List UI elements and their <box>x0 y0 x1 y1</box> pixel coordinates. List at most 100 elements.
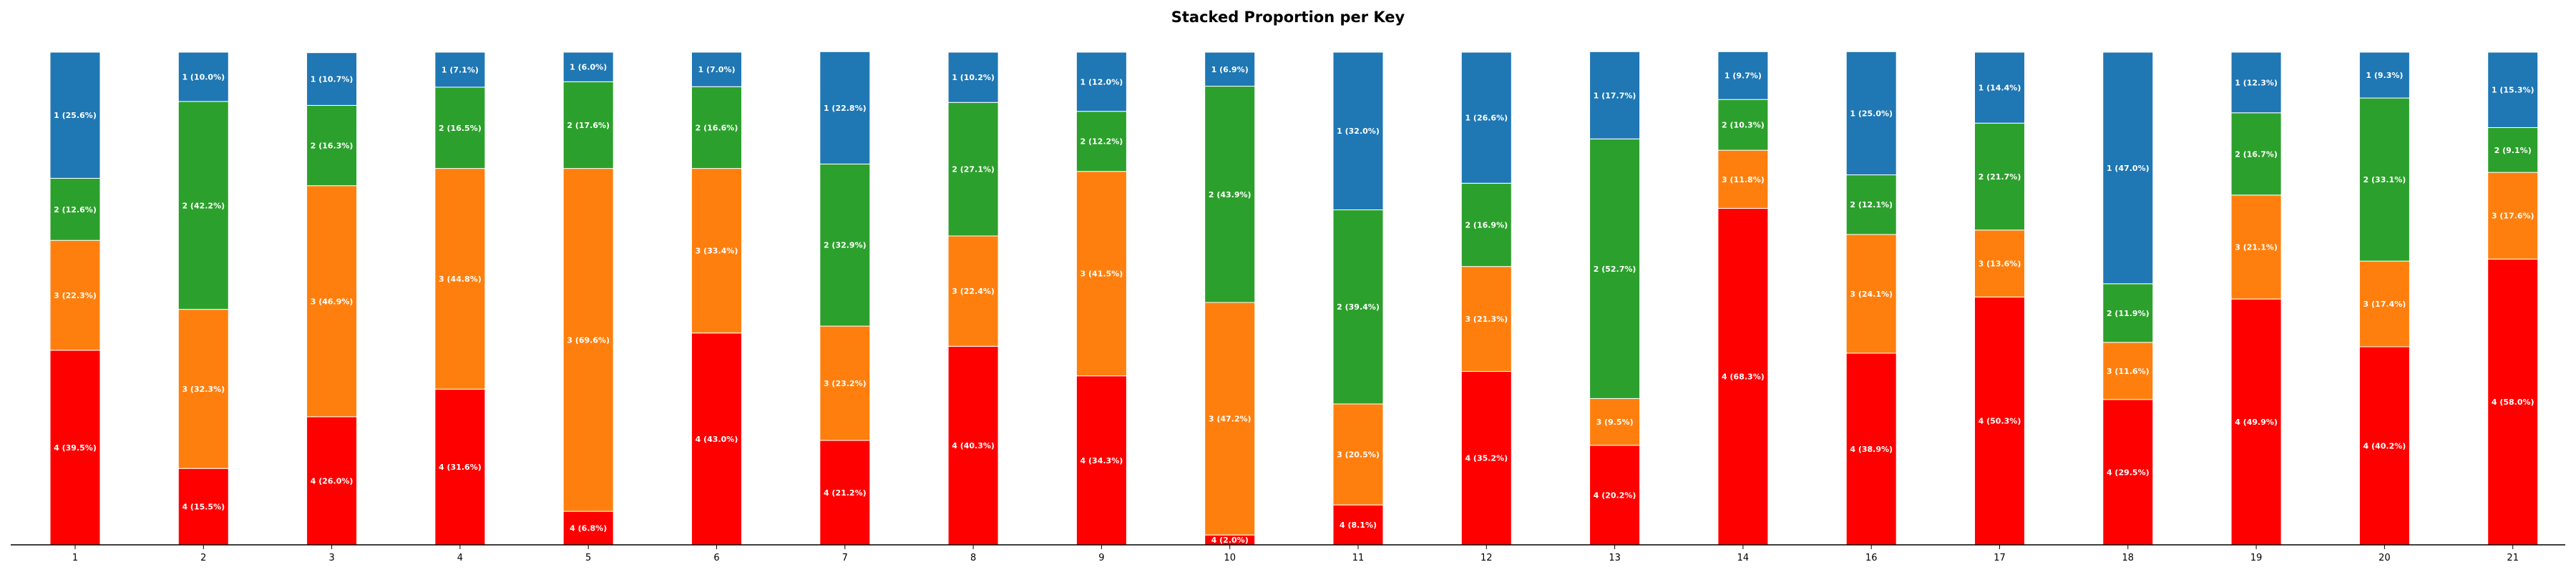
bar-segment-12-key-4 <box>1460 370 1512 546</box>
bar-segment-8-key-4 <box>947 345 999 546</box>
segment-label-10-key-1: 1 (6.9%) <box>1211 65 1249 74</box>
bar-segment-17-key-1 <box>1974 51 2025 124</box>
bar-segment-4-key-2 <box>434 87 486 169</box>
x-tick-label-11: 11 <box>1352 553 1365 563</box>
bar-segment-17-key-2 <box>1974 122 2025 231</box>
segment-label-11-key-1: 1 (32.0%) <box>1337 127 1380 136</box>
bar-segment-6-key-1 <box>691 51 742 87</box>
segment-label-16-key-4: 4 (38.9%) <box>1850 445 1893 454</box>
bar-segment-14-key-1 <box>1717 51 1769 100</box>
segment-label-16-key-2: 2 (12.1%) <box>1850 200 1893 209</box>
bar-segment-7-key-4 <box>819 440 871 546</box>
bar-segment-14-key-4 <box>1717 207 1769 546</box>
x-tick-label-1: 1 <box>72 553 78 563</box>
segment-label-5-key-1: 1 (6.0%) <box>570 63 607 72</box>
segment-label-12-key-1: 1 (26.6%) <box>1465 114 1508 123</box>
segment-label-13-key-2: 2 (52.7%) <box>1594 265 1636 274</box>
segment-label-19-key-3: 3 (21.1%) <box>2235 242 2278 252</box>
segment-label-10-key-4: 4 (2.0%) <box>1211 536 1249 545</box>
bar-segment-7-key-2 <box>819 163 871 327</box>
x-tick-label-5: 5 <box>585 553 591 563</box>
bar-segment-20-key-1 <box>2358 51 2410 99</box>
bars-layer <box>49 51 2539 546</box>
segment-label-2-key-4: 4 (15.5%) <box>182 503 225 512</box>
bar-segment-12-key-1 <box>1460 51 1512 184</box>
bar-segment-20-key-4 <box>2358 346 2410 546</box>
segment-label-7-key-1: 1 (22.8%) <box>824 104 867 113</box>
segment-label-21-key-2: 2 (9.1%) <box>2494 146 2532 155</box>
segment-labels-layer: 4 (39.5%) 3 (22.3%) 2 (12.6%) 1 (25.6%) 4 (1… <box>54 63 2534 545</box>
segment-label-18-key-2: 2 (11.9%) <box>2107 309 2150 318</box>
segment-label-4-key-2: 2 (16.5%) <box>439 124 482 133</box>
x-tick-label-2: 2 <box>200 553 206 563</box>
bar-segment-6-key-4 <box>691 332 742 546</box>
bar-segment-13-key-2 <box>1589 138 1641 399</box>
x-tick-label-17: 17 <box>1994 553 2006 563</box>
bar-segment-21-key-2 <box>2487 127 2539 173</box>
bar-segment-18-key-3 <box>2102 342 2154 400</box>
bar-segment-16-key-4 <box>1845 352 1897 546</box>
bar-segment-7-key-3 <box>819 325 871 441</box>
bar-segment-2-key-1 <box>177 51 229 102</box>
segment-label-9-key-1: 1 (12.0%) <box>1080 77 1123 87</box>
bar-segment-9-key-4 <box>1075 375 1127 546</box>
segment-label-17-key-3: 3 (13.6%) <box>1979 260 2021 269</box>
bar-segment-5-key-2 <box>562 81 614 169</box>
segment-label-20-key-3: 3 (17.4%) <box>2363 300 2406 309</box>
bar-segment-4-key-4 <box>434 388 486 546</box>
segment-label-18-key-4: 4 (29.5%) <box>2107 468 2150 477</box>
bar-segment-16-key-3 <box>1845 234 1897 354</box>
bar-segment-11-key-2 <box>1332 209 1384 405</box>
bar-segment-4-key-1 <box>434 51 486 88</box>
segment-label-1-key-1: 1 (25.6%) <box>54 111 97 120</box>
segment-label-6-key-1: 1 (7.0%) <box>698 65 735 74</box>
x-tick-label-9: 9 <box>1098 553 1104 563</box>
bar-segment-7-key-1 <box>819 51 871 164</box>
segment-label-7-key-3: 3 (23.2%) <box>824 379 867 388</box>
segment-label-20-key-2: 2 (33.1%) <box>2363 175 2406 184</box>
segment-label-7-key-4: 4 (21.2%) <box>824 488 867 498</box>
segment-label-7-key-2: 2 (32.9%) <box>824 241 867 250</box>
bar-segment-8-key-1 <box>947 51 999 103</box>
segment-label-18-key-3: 3 (11.6%) <box>2107 367 2150 376</box>
bar-segment-2-key-4 <box>177 468 229 546</box>
chart-title: Stacked Proportion per Key <box>1171 9 1405 26</box>
x-tick-label-16: 16 <box>1865 553 1878 563</box>
x-tick-label-20: 20 <box>2379 553 2391 563</box>
x-tick-label-8: 8 <box>970 553 976 563</box>
bar-segment-2-key-2 <box>177 101 229 310</box>
bar-segment-20-key-2 <box>2358 97 2410 262</box>
bar-segment-19-key-2 <box>2230 112 2282 196</box>
bar-segment-19-key-3 <box>2230 194 2282 300</box>
segment-label-19-key-4: 4 (49.9%) <box>2235 418 2278 427</box>
bar-segment-9-key-2 <box>1075 111 1127 172</box>
segment-label-9-key-3: 3 (41.5%) <box>1080 270 1123 279</box>
bar-segment-21-key-3 <box>2487 172 2539 260</box>
segment-label-3-key-3: 3 (46.9%) <box>311 297 353 306</box>
segment-label-19-key-1: 1 (12.3%) <box>2235 78 2278 87</box>
bar-segment-11-key-4 <box>1332 504 1384 546</box>
segment-label-13-key-3: 3 (9.5%) <box>1596 418 1634 427</box>
bar-segment-10-key-3 <box>1204 302 1256 536</box>
segment-label-13-key-1: 1 (17.7%) <box>1594 91 1636 100</box>
bar-segment-2-key-3 <box>177 309 229 469</box>
segment-label-3-key-4: 4 (26.0%) <box>311 476 353 485</box>
segment-label-16-key-3: 3 (24.1%) <box>1850 290 1893 299</box>
segment-label-1-key-3: 3 (22.3%) <box>54 291 97 300</box>
bar-segment-13-key-4 <box>1589 445 1641 546</box>
segment-label-8-key-3: 3 (22.4%) <box>952 287 995 296</box>
x-tick-label-14: 14 <box>1737 553 1750 563</box>
bar-segment-3-key-3 <box>306 185 358 418</box>
x-tick-label-13: 13 <box>1609 553 1621 563</box>
bar-segment-20-key-3 <box>2358 260 2410 347</box>
segment-label-10-key-3: 3 (47.2%) <box>1209 415 1252 424</box>
segment-label-8-key-4: 4 (40.3%) <box>952 441 995 450</box>
bar-segment-8-key-3 <box>947 235 999 347</box>
segment-label-14-key-1: 1 (9.7%) <box>1724 72 1762 81</box>
bar-segment-1-key-1 <box>49 51 101 179</box>
segment-label-17-key-4: 4 (50.3%) <box>1979 417 2021 426</box>
segment-label-3-key-2: 2 (16.3%) <box>311 142 353 151</box>
segment-label-6-key-3: 3 (33.4%) <box>696 247 738 256</box>
